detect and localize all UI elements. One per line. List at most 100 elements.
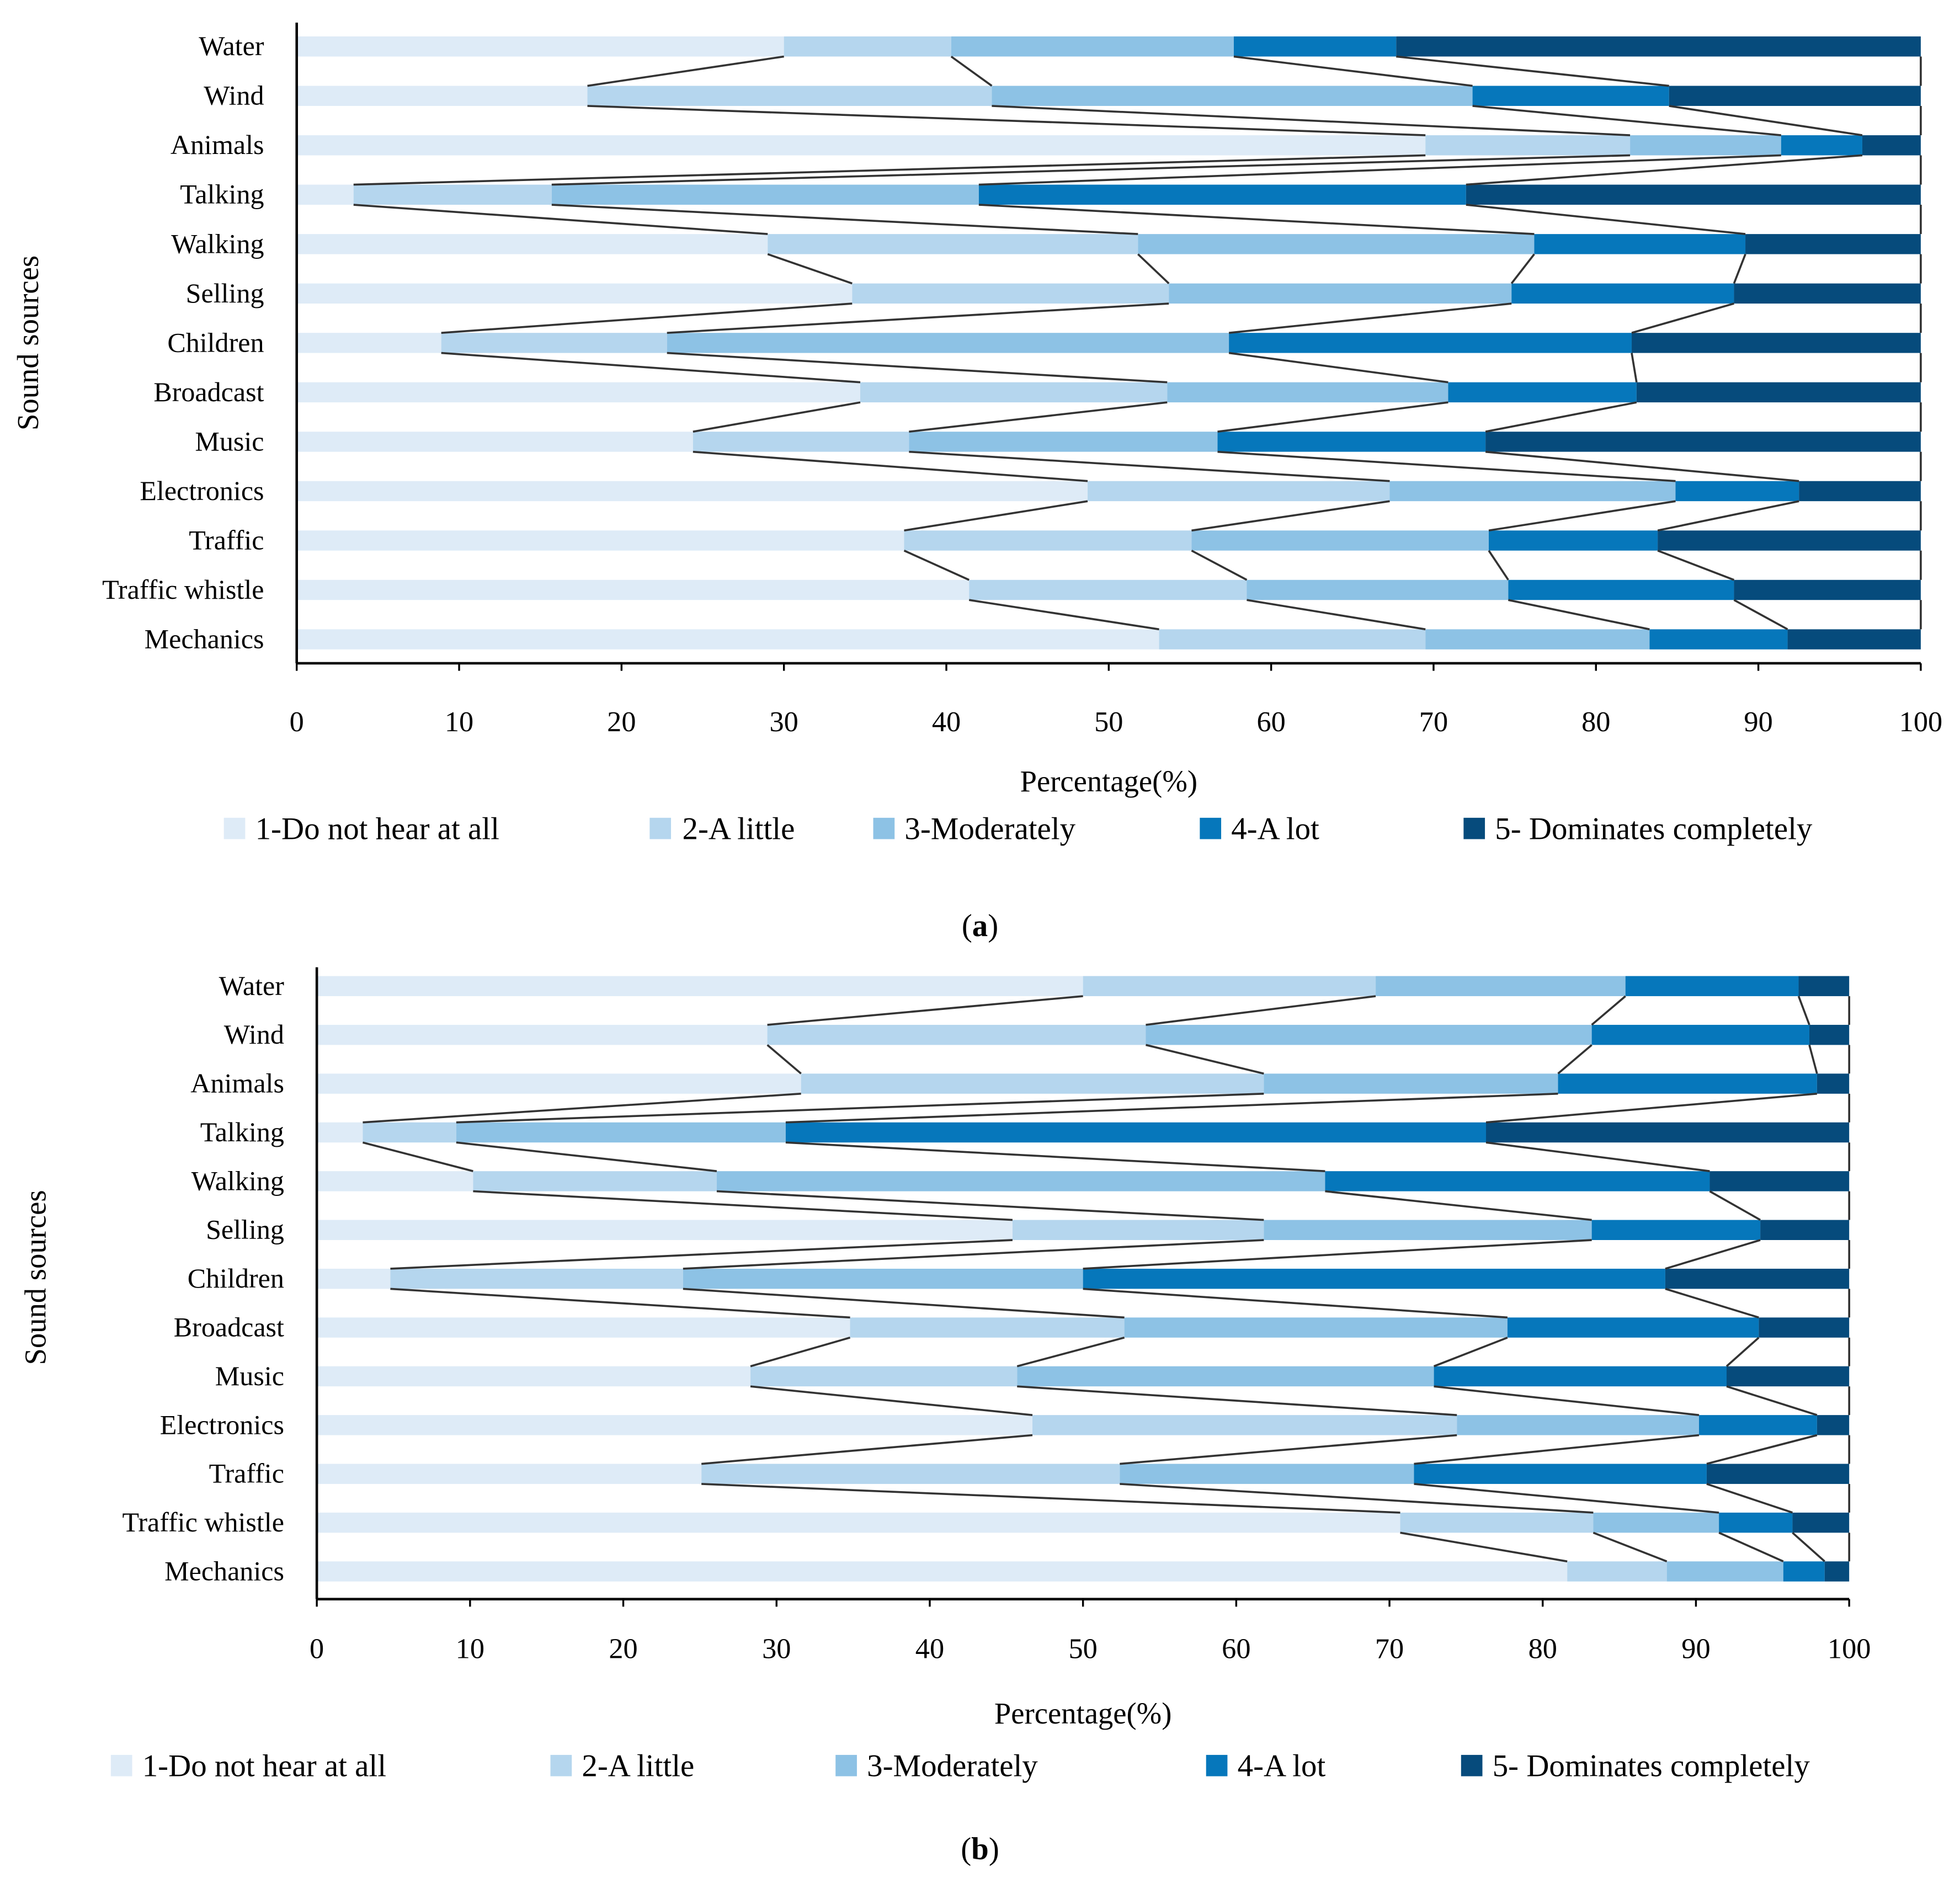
connector-line	[716, 1190, 1264, 1221]
bar-segment	[1120, 1464, 1414, 1484]
bar-segment	[667, 333, 1229, 353]
bar-segment	[363, 1122, 456, 1143]
bar-segment	[767, 1025, 1146, 1045]
bar-segment	[1632, 333, 1921, 353]
category-label: Music	[195, 425, 264, 456]
bar-row	[296, 432, 1921, 452]
x-tick-label: 10	[456, 1633, 484, 1665]
legend: 1-Do not hear at all 2-A little 3-Moderate…	[223, 812, 1813, 847]
connector-line	[767, 995, 1083, 1026]
x-tick-label: 100	[1828, 1633, 1871, 1665]
x-tick-label: 20	[609, 1633, 637, 1665]
legend-swatch	[835, 1754, 857, 1776]
chart-b: Water Wind Animals Talking Walking Selling Chi…	[18, 967, 1871, 1866]
category-label: Broadcast	[153, 376, 264, 407]
legend-label: 1-Do not hear at all	[255, 812, 499, 847]
bar-segment	[1558, 1073, 1817, 1094]
connector-line	[1706, 1483, 1793, 1514]
category-label: Animals	[190, 1068, 284, 1099]
bar-segment	[1389, 481, 1676, 502]
connector-line	[353, 204, 768, 235]
connector-line	[1726, 1385, 1818, 1416]
bar-segment	[296, 579, 970, 600]
connector-line	[1485, 450, 1799, 482]
x-tick-label: 0	[310, 1633, 324, 1665]
category-label: Traffic	[189, 524, 264, 555]
x-tick-label: 20	[607, 706, 636, 738]
bar-segment	[296, 234, 768, 254]
bar-segment	[296, 86, 588, 106]
connector-line	[1228, 352, 1448, 384]
bar-segment	[441, 333, 667, 353]
bar-segment	[768, 234, 1138, 254]
bar-segment	[1798, 976, 1850, 997]
bar-row	[296, 135, 1921, 156]
x-tick-label: 30	[762, 1633, 791, 1665]
connector-line	[456, 1141, 717, 1173]
connector-line	[1592, 1531, 1668, 1562]
panel-caption: (a)	[962, 908, 998, 943]
legend: 1-Do not hear at all 2-A little 3-Moderate…	[110, 1749, 1810, 1784]
category-label: Mechanics	[164, 1555, 284, 1586]
connector-line	[766, 1044, 802, 1074]
bar-segment	[296, 333, 441, 353]
bar-segment	[1591, 1025, 1809, 1045]
bar-segment	[1862, 135, 1921, 156]
connector-line	[1247, 599, 1426, 631]
connector-line	[1400, 1531, 1568, 1563]
connector-line	[1217, 401, 1448, 433]
connector-line	[353, 154, 1426, 186]
x-tick-label: 80	[1528, 1633, 1557, 1665]
connector-line	[968, 599, 1159, 631]
caption-letter: b	[971, 1832, 989, 1866]
bar-row	[317, 1317, 1850, 1338]
bar-segment	[992, 86, 1473, 106]
legend-swatch	[110, 1754, 132, 1776]
bar-segment	[317, 976, 1083, 997]
connector-line	[390, 1288, 850, 1319]
category-label: Electronics	[160, 1409, 284, 1440]
category-label: Mechanics	[145, 623, 264, 654]
connector-line	[750, 1337, 851, 1368]
connector-line	[1733, 599, 1788, 630]
connector-line	[950, 55, 993, 87]
bar-segment	[296, 481, 1088, 502]
bar-segment	[951, 36, 1234, 57]
bar-segment	[850, 1317, 1125, 1338]
bar-segment	[317, 1366, 751, 1387]
bar-segment	[1625, 976, 1799, 997]
bar-segment	[317, 1464, 702, 1484]
legend-swatch	[649, 817, 672, 839]
bar-segment	[1124, 1317, 1508, 1338]
bar-segment	[1167, 382, 1448, 403]
connector-line	[1433, 1337, 1508, 1368]
connector-line	[1488, 500, 1676, 532]
bar-row	[317, 1122, 1850, 1143]
x-tick-label: 60	[1256, 706, 1285, 738]
bar-segment	[296, 382, 861, 403]
connector-line	[362, 1141, 473, 1172]
bar-segment	[1376, 976, 1626, 997]
bar-segment	[1817, 1415, 1850, 1435]
bar-segment	[1783, 1561, 1825, 1582]
connector-line	[1808, 1044, 1818, 1074]
connector-line	[1466, 154, 1863, 186]
x-tick-label: 70	[1375, 1633, 1404, 1665]
connector-line	[1485, 1141, 1710, 1173]
bar-row	[296, 629, 1921, 650]
x-tick-label: 70	[1419, 706, 1448, 738]
connector-line	[1792, 1531, 1825, 1562]
bar-row	[317, 1220, 1850, 1241]
connector-line	[441, 352, 861, 384]
bar-segment	[860, 382, 1168, 403]
bar-segment	[1508, 579, 1734, 600]
connector-line	[1466, 204, 1746, 235]
bar-segment	[1792, 1512, 1850, 1533]
y-axis-title: Sound sources	[11, 256, 45, 430]
bar-segment	[473, 1171, 717, 1191]
category-label: Walking	[171, 228, 264, 259]
bar-segment	[317, 1512, 1400, 1533]
bar-segment	[1781, 135, 1862, 156]
x-tick-label: 50	[1068, 1633, 1097, 1665]
